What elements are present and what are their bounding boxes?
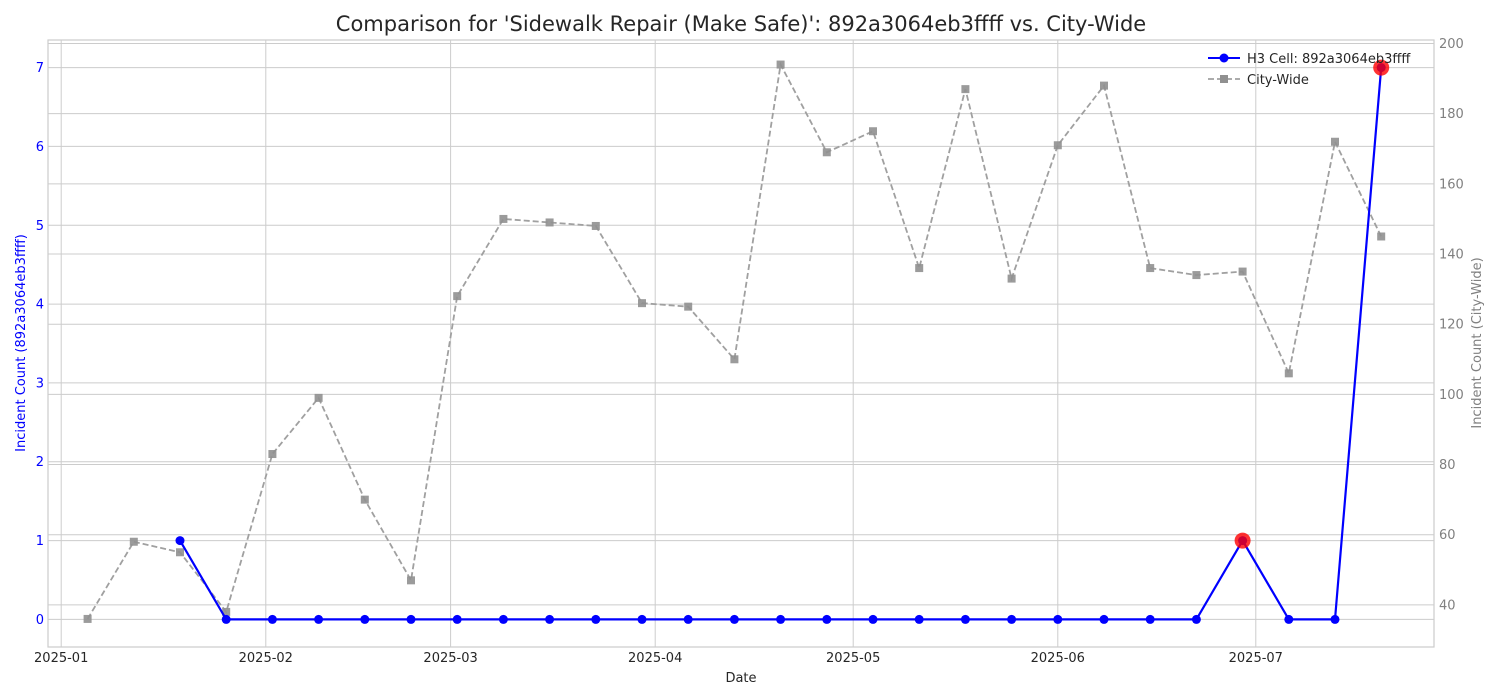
city-wide-point [1331, 137, 1339, 146]
city-wide-point [453, 292, 462, 301]
h3-cell-point [868, 614, 878, 624]
city-wide-point [407, 576, 415, 585]
city-wide-point [1100, 81, 1108, 90]
y-tick-label-right: 80 [1439, 458, 1456, 473]
y-tick-label-right: 140 [1439, 248, 1464, 263]
city-wide-point [1284, 369, 1293, 378]
h3-cell-point [1145, 614, 1155, 624]
legend-marker-cell [1219, 53, 1229, 63]
city-wide-point [83, 614, 92, 623]
h3-cell-point [1284, 614, 1294, 624]
h3-cell-point [314, 614, 324, 624]
y-axis-label-left: Incident Count (892a3064eb3ffff) [14, 234, 29, 452]
h3-cell-point [1007, 614, 1017, 624]
x-tick-label: 2025-07 [1229, 651, 1283, 666]
h3-cell-point [1191, 614, 1201, 624]
city-wide-point [176, 548, 184, 557]
h3-cell-point [960, 614, 970, 624]
y-tick-label-left: 2 [36, 455, 44, 470]
plot-frame [47, 39, 1435, 648]
y-tick-label-right: 60 [1439, 528, 1456, 543]
y-tick-label-right: 180 [1439, 107, 1464, 122]
y-tick-label-left: 5 [36, 219, 44, 234]
y-tick-label-left: 0 [36, 613, 44, 628]
city-wide-point [638, 299, 646, 308]
city-wide-point [1377, 232, 1386, 241]
city-wide-point [869, 127, 877, 136]
city-wide-point [961, 85, 970, 94]
h3-cell-point [221, 614, 231, 624]
h3-cell-point [1330, 614, 1340, 624]
city-wide-point [776, 60, 785, 69]
y-tick-label-right: 200 [1439, 37, 1464, 52]
y-tick-label-right: 100 [1439, 388, 1464, 403]
city-wide-point [129, 537, 138, 546]
h3-cell-point [545, 614, 555, 624]
y-axis-label-right: Incident Count (City-Wide) [1470, 257, 1485, 428]
anomaly-marker [1373, 59, 1390, 76]
h3-cell-point [776, 614, 786, 624]
h3-cell-point [360, 614, 370, 624]
city-wide-point [1146, 264, 1155, 273]
anomaly-markers [1234, 59, 1390, 549]
y-tick-label-left: 4 [36, 298, 44, 313]
h3-cell-point [452, 614, 462, 624]
x-tick-label: 2025-03 [423, 651, 477, 666]
y-tick-label-left: 1 [36, 534, 44, 549]
y-tick-label-right: 160 [1439, 177, 1464, 192]
y-tick-label-left: 6 [36, 140, 44, 155]
city-wide-series [83, 60, 1386, 623]
y-tick-label-right: 120 [1439, 318, 1464, 333]
h3-cell-point [498, 614, 508, 624]
h3-cell-point [683, 614, 693, 624]
city-wide-point [545, 218, 554, 227]
x-tick-label: 2025-01 [34, 651, 88, 666]
grid-lines [48, 40, 1434, 647]
city-wide-line [86, 61, 1383, 620]
y-tick-label-left: 7 [36, 61, 44, 76]
x-tick-label: 2025-02 [239, 651, 293, 666]
legend-marker-city [1220, 75, 1228, 83]
x-tick-label: 2025-05 [826, 651, 880, 666]
h3-cell-point [267, 614, 277, 624]
y-tick-label-left: 3 [36, 376, 44, 391]
city-wide-point [360, 495, 369, 504]
h3-cell-line [179, 67, 1383, 621]
legend: H3 Cell: 892a3064eb3ffff City-Wide [1208, 52, 1411, 88]
city-wide-point [591, 221, 600, 230]
h3-cell-point [822, 614, 832, 624]
x-axis-label: Date [725, 671, 756, 686]
city-wide-point [684, 302, 693, 311]
h3-cell-point [729, 614, 739, 624]
city-wide-point [222, 607, 231, 616]
h3-cell-point [637, 614, 647, 624]
city-wide-point [730, 355, 739, 364]
city-wide-point [499, 214, 508, 223]
city-wide-point [915, 264, 924, 273]
chart-title: Comparison for 'Sidewalk Repair (Make Sa… [336, 12, 1146, 36]
h3-cell-point [175, 536, 185, 546]
h3-cell-point [1099, 614, 1109, 624]
city-wide-point [1053, 141, 1062, 150]
axis-ticks: 2025-01 2025-02 2025-03 2025-04 2025-05 2025-… [34, 37, 1464, 666]
h3-cell-point [406, 614, 416, 624]
city-wide-point [1238, 267, 1247, 276]
city-wide-point [1192, 271, 1201, 280]
x-tick-label: 2025-04 [628, 651, 682, 666]
h3-cell-point [591, 614, 601, 624]
legend-label-city: City-Wide [1247, 73, 1309, 88]
city-wide-point [268, 450, 277, 459]
h3-cell-point [914, 614, 924, 624]
x-tick-label: 2025-06 [1031, 651, 1085, 666]
y-tick-label-right: 40 [1439, 598, 1456, 613]
city-wide-point [822, 148, 831, 157]
city-wide-point [1007, 274, 1016, 283]
anomaly-marker [1234, 532, 1251, 549]
city-wide-point [314, 393, 323, 402]
h3-cell-series [175, 63, 1386, 624]
legend-label-cell: H3 Cell: 892a3064eb3ffff [1247, 52, 1411, 67]
h3-cell-point [1053, 614, 1063, 624]
